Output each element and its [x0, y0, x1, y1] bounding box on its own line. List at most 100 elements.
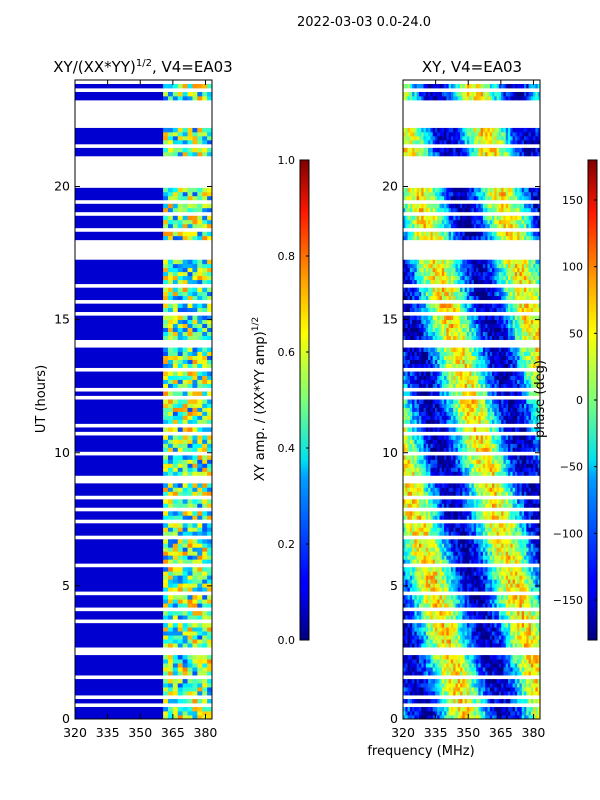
heat-cell	[187, 275, 193, 281]
heat-cell	[182, 291, 188, 297]
heat-cell	[437, 643, 440, 648]
heat-cell	[462, 511, 466, 516]
heat-cell	[167, 671, 174, 676]
heat-cell	[177, 559, 184, 564]
heat-cell	[414, 635, 418, 640]
heat-cell	[510, 603, 513, 608]
heat-cell	[453, 399, 456, 404]
heat-cell	[444, 643, 447, 648]
heat-cell	[469, 523, 472, 528]
heat-cell	[182, 443, 188, 448]
heat-cell	[428, 699, 431, 704]
heat-cell	[464, 459, 468, 464]
heat-cell	[514, 455, 518, 460]
heat-cell	[197, 235, 203, 241]
heat-cell	[450, 691, 454, 696]
heat-cell	[182, 667, 188, 672]
colorbar-tick-label: 0.6	[278, 346, 296, 359]
heat-cell	[524, 687, 527, 692]
heat-cell	[418, 447, 422, 452]
heat-cell	[407, 587, 411, 592]
heat-cell	[167, 559, 174, 564]
heat-cell	[446, 543, 450, 548]
heat-cell	[192, 715, 198, 720]
heat-cell	[473, 599, 477, 604]
heat-cell	[519, 711, 523, 716]
heat-cell	[446, 419, 450, 424]
heat-cell	[464, 699, 468, 704]
heat-row-background	[75, 83, 165, 89]
heat-cell	[478, 491, 482, 496]
heat-cell	[478, 515, 482, 520]
heat-cell	[466, 455, 470, 460]
heat-cell	[439, 627, 443, 632]
heat-cell	[510, 539, 513, 544]
heat-cell	[163, 583, 169, 588]
heat-cell	[441, 595, 445, 600]
heat-cell	[469, 491, 472, 496]
heat-cell	[192, 679, 198, 684]
heat-cell	[514, 499, 518, 504]
heat-cell	[455, 559, 459, 564]
heat-cell	[187, 447, 193, 452]
heat-cell	[202, 559, 208, 564]
heat-cell	[202, 687, 208, 692]
heat-cell	[482, 599, 486, 604]
heat-cell	[512, 487, 516, 492]
heat-cell	[460, 419, 463, 424]
heat-cell	[466, 559, 470, 564]
heat-cell	[414, 667, 418, 672]
heat-cell	[528, 683, 532, 688]
heat-row-background	[75, 523, 165, 528]
heat-cell	[453, 711, 456, 716]
heat-cell	[403, 671, 406, 676]
heat-cell	[519, 407, 523, 412]
heat-cell	[510, 459, 513, 464]
heat-cell	[187, 427, 193, 432]
heat-cell	[501, 623, 504, 628]
heat-cell	[192, 699, 198, 704]
heat-cell	[517, 551, 520, 556]
heat-cell	[485, 463, 488, 468]
heat-cell	[409, 639, 413, 644]
heat-cell	[163, 203, 169, 209]
heat-cell	[409, 611, 413, 616]
heat-cell	[418, 643, 422, 648]
heat-cell	[489, 575, 493, 580]
heat-cell	[498, 499, 502, 504]
heat-cell	[489, 471, 493, 476]
heat-cell	[503, 511, 507, 516]
heat-cell	[501, 427, 504, 432]
heat-cell	[177, 427, 184, 432]
heat-cell	[172, 315, 179, 321]
heat-cell	[482, 439, 486, 444]
heat-cell	[512, 639, 516, 644]
x-tick-label: 320	[63, 725, 87, 740]
heat-cell	[446, 443, 450, 448]
heat-cell	[202, 595, 208, 600]
heat-cell	[439, 639, 443, 644]
heat-cell	[403, 411, 406, 416]
heat-cell	[471, 627, 475, 632]
heat-cell	[409, 419, 413, 424]
heat-cell	[476, 415, 479, 420]
heat-cell	[512, 603, 516, 608]
heat-cell	[407, 503, 411, 508]
heat-cell	[197, 207, 203, 213]
heat-cell	[533, 707, 536, 712]
heat-cell	[517, 527, 520, 532]
heat-cell	[501, 567, 504, 572]
heat-cell	[530, 707, 534, 712]
heat-cell	[182, 319, 188, 325]
heat-cell	[172, 419, 179, 424]
heat-cell	[517, 447, 520, 452]
heat-cell	[409, 715, 413, 720]
heat-cell	[512, 615, 516, 620]
heat-cell	[163, 195, 169, 201]
heat-cell	[455, 439, 459, 444]
heat-cell	[403, 655, 406, 660]
heat-cell	[478, 579, 482, 584]
heat-cell	[457, 571, 461, 576]
heat-cell	[192, 491, 198, 496]
heat-cell	[496, 627, 500, 632]
